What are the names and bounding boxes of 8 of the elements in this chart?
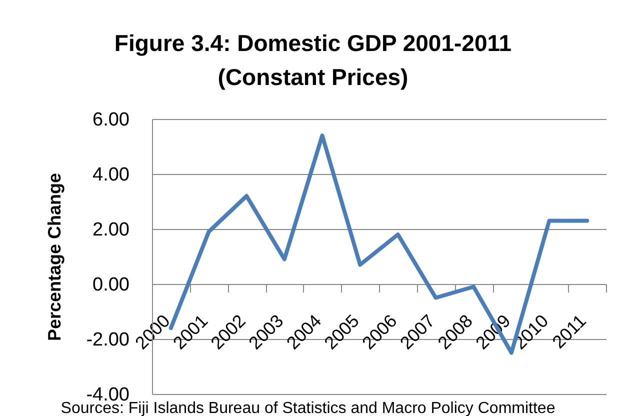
y-tick-label: -2.00 — [86, 330, 130, 350]
line-series — [168, 134, 590, 355]
y-tick-label: 0.00 — [92, 274, 130, 296]
y-tick-label: 2.00 — [92, 220, 130, 240]
y-axis-title: Percentage Change — [44, 172, 64, 342]
y-tick-label: 6.00 — [92, 110, 130, 130]
chart-title: Figure 3.4: Domestic GDP 2001-2011 (Constant Prices) — [114, 30, 512, 90]
y-tick-label: 4.00 — [92, 164, 130, 186]
